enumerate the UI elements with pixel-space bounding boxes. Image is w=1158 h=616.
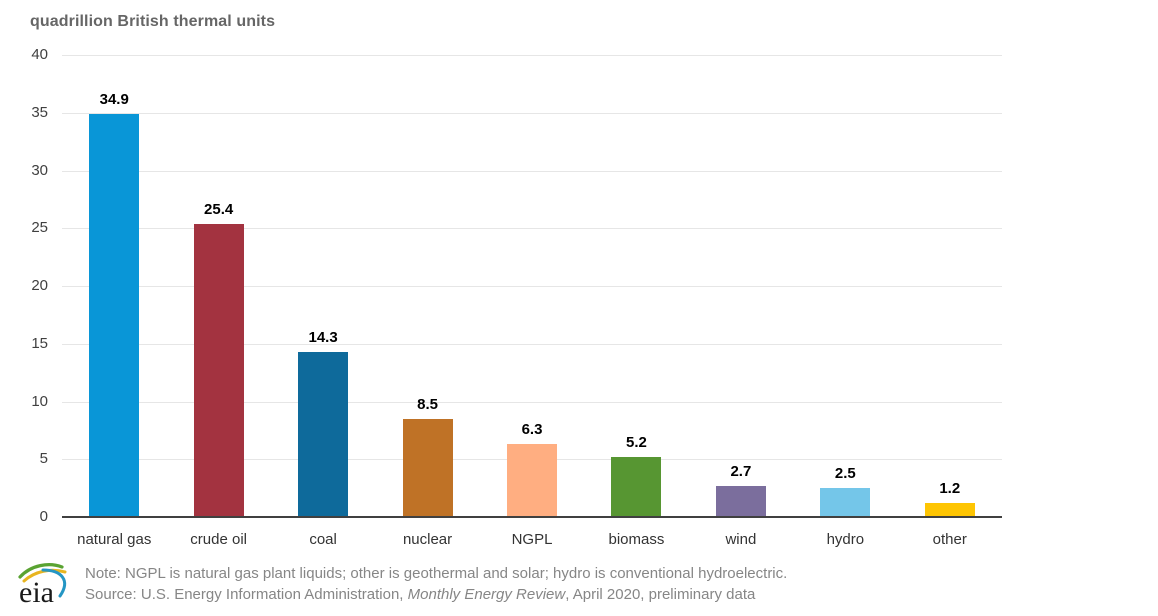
bar-value-label-ngpl: 6.3 <box>521 421 543 439</box>
y-tick-label-15: 15 <box>31 334 48 352</box>
gridline-15 <box>62 343 1002 345</box>
y-tick-label-5: 5 <box>39 450 48 468</box>
logo-green-arc <box>18 563 64 579</box>
x-axis-baseline <box>62 516 1002 518</box>
bar-value-label-crude-oil: 25.4 <box>204 200 234 218</box>
footer: eia Note: NGPL is natural gas plant liqu… <box>0 556 1158 616</box>
gridline-20 <box>62 286 1002 287</box>
bar-value-label-biomass: 5.2 <box>626 433 647 451</box>
bar-value-label-natural-gas: 34.9 <box>99 90 129 108</box>
bar-hydro <box>820 488 871 516</box>
gridline-10 <box>62 401 1002 403</box>
source-suffix: , April 2020, preliminary data <box>565 586 756 603</box>
bar-value-label-nuclear: 8.5 <box>417 395 438 413</box>
logo-blue-arc <box>41 568 67 598</box>
gridline-35 <box>62 112 1002 114</box>
eia-logo: eia <box>18 563 67 609</box>
bar-natural-gas <box>89 113 140 516</box>
y-tick-label-20: 20 <box>31 277 48 294</box>
logo-text: eia <box>19 576 54 609</box>
bar-biomass <box>611 456 662 516</box>
x-axis-label-other: other <box>932 531 967 548</box>
x-axis-label-crude-oil: crude oil <box>190 531 247 548</box>
gridline-25 <box>62 228 1002 230</box>
y-tick-label-30: 30 <box>31 161 48 179</box>
x-axis-label-coal: coal <box>309 531 337 548</box>
x-axis-label-biomass: biomass <box>608 531 665 548</box>
bar-crude-oil <box>193 223 244 516</box>
y-tick-label-10: 10 <box>31 392 48 410</box>
source-prefix: Source: U.S. Energy Information Administ… <box>85 586 408 603</box>
x-axis-label-ngpl: NGPL <box>511 531 553 548</box>
gridline-30 <box>62 170 1002 172</box>
source-publication: Monthly Energy Review <box>407 586 566 603</box>
bar-value-label-coal: 14.3 <box>308 328 338 346</box>
x-axis-label-wind: wind <box>725 531 757 548</box>
bar-ngpl <box>507 444 557 516</box>
bar-wind <box>715 485 766 516</box>
x-axis-label-natural-gas: natural gas <box>77 531 152 548</box>
x-axis-label-nuclear: nuclear <box>402 531 453 548</box>
chart-title: quadrillion British thermal units <box>30 13 276 30</box>
y-tick-label-25: 25 <box>31 219 48 237</box>
bar-other <box>924 503 975 516</box>
footer-note: Note: NGPL is natural gas plant liquids;… <box>85 565 788 582</box>
bar-value-label-wind: 2.7 <box>730 462 752 480</box>
y-tick-label-40: 40 <box>31 46 48 63</box>
x-axis-label-hydro: hydro <box>826 531 865 548</box>
bar-value-label-other: 1.2 <box>939 480 961 498</box>
footer-source: Source: U.S. Energy Information Administ… <box>85 584 755 605</box>
gridline-40 <box>62 55 1002 56</box>
bar-nuclear <box>402 418 453 516</box>
bar-coal <box>298 351 349 516</box>
bar-value-label-hydro: 2.5 <box>834 465 856 483</box>
y-tick-label-0: 0 <box>39 508 48 525</box>
y-tick-label-35: 35 <box>31 103 48 121</box>
